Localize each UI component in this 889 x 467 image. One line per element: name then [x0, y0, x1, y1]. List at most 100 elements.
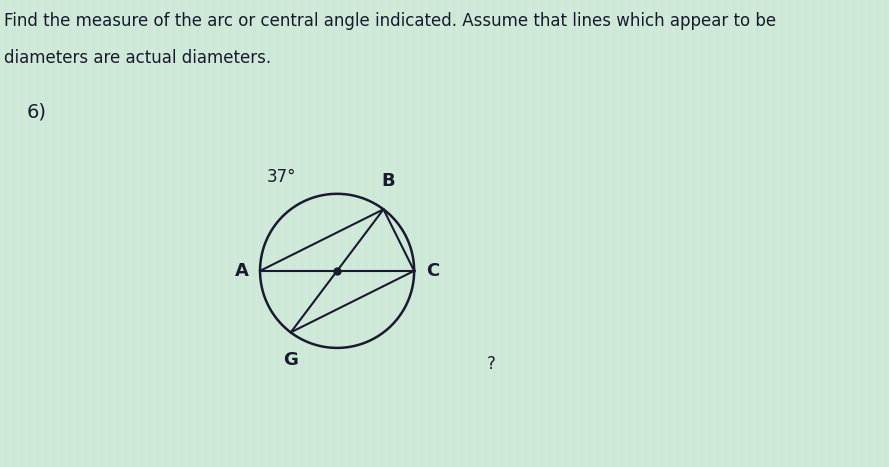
Bar	[104, 0, 108, 467]
Bar	[184, 0, 188, 467]
Bar	[544, 0, 548, 467]
Bar	[784, 0, 788, 467]
Bar	[360, 0, 364, 467]
Bar	[80, 0, 84, 467]
Bar	[712, 0, 716, 467]
Bar	[344, 0, 348, 467]
Text: C: C	[426, 262, 439, 280]
Bar	[680, 0, 684, 467]
Bar	[432, 0, 436, 467]
Bar	[608, 0, 612, 467]
Bar	[656, 0, 660, 467]
Bar	[560, 0, 564, 467]
Bar	[760, 0, 764, 467]
Bar	[112, 0, 116, 467]
Bar	[320, 0, 324, 467]
Bar	[640, 0, 644, 467]
Text: diameters are actual diameters.: diameters are actual diameters.	[4, 49, 271, 67]
Bar	[72, 0, 76, 467]
Bar	[616, 0, 620, 467]
Bar	[384, 0, 388, 467]
Bar	[512, 0, 516, 467]
Bar	[720, 0, 724, 467]
Bar	[0, 0, 4, 467]
Bar	[832, 0, 836, 467]
Bar	[128, 0, 132, 467]
Text: B: B	[381, 172, 395, 190]
Bar	[624, 0, 628, 467]
Bar	[408, 0, 412, 467]
Bar	[472, 0, 476, 467]
Bar	[824, 0, 828, 467]
Bar	[176, 0, 180, 467]
Bar	[248, 0, 252, 467]
Bar	[312, 0, 316, 467]
Bar	[792, 0, 796, 467]
Bar	[280, 0, 284, 467]
Bar	[152, 0, 156, 467]
Bar	[288, 0, 292, 467]
Bar	[336, 0, 340, 467]
Bar	[136, 0, 140, 467]
Bar	[856, 0, 860, 467]
Bar	[224, 0, 228, 467]
Bar	[328, 0, 332, 467]
Bar	[264, 0, 268, 467]
Bar	[768, 0, 772, 467]
Bar	[880, 0, 884, 467]
Bar	[32, 0, 36, 467]
Bar	[592, 0, 596, 467]
Bar	[536, 0, 540, 467]
Bar	[232, 0, 236, 467]
Bar	[456, 0, 460, 467]
Bar	[728, 0, 732, 467]
Bar	[504, 0, 508, 467]
Bar	[704, 0, 708, 467]
Bar	[216, 0, 220, 467]
Text: ?: ?	[487, 355, 496, 373]
Bar	[664, 0, 668, 467]
Bar	[736, 0, 740, 467]
Bar	[24, 0, 28, 467]
Text: 37°: 37°	[267, 169, 296, 186]
Text: Find the measure of the arc or central angle indicated. Assume that lines which : Find the measure of the arc or central a…	[4, 12, 777, 30]
Bar	[816, 0, 820, 467]
Bar	[496, 0, 500, 467]
Bar	[368, 0, 372, 467]
Bar	[96, 0, 100, 467]
Bar	[744, 0, 748, 467]
Bar	[376, 0, 380, 467]
Bar	[776, 0, 780, 467]
Bar	[200, 0, 204, 467]
Bar	[600, 0, 604, 467]
Bar	[48, 0, 52, 467]
Bar	[672, 0, 676, 467]
Bar	[424, 0, 428, 467]
Bar	[56, 0, 60, 467]
Bar	[480, 0, 484, 467]
Bar	[840, 0, 844, 467]
Bar	[528, 0, 532, 467]
Bar	[64, 0, 68, 467]
Bar	[752, 0, 756, 467]
Bar	[272, 0, 276, 467]
Bar	[256, 0, 260, 467]
Bar	[888, 0, 889, 467]
Bar	[208, 0, 212, 467]
Bar	[488, 0, 492, 467]
Bar	[464, 0, 468, 467]
Bar	[576, 0, 580, 467]
Bar	[168, 0, 172, 467]
Bar	[520, 0, 524, 467]
Bar	[88, 0, 92, 467]
Bar	[400, 0, 404, 467]
Bar	[304, 0, 308, 467]
Bar	[552, 0, 556, 467]
Bar	[416, 0, 420, 467]
Bar	[448, 0, 452, 467]
Bar	[240, 0, 244, 467]
Bar	[632, 0, 636, 467]
Bar	[864, 0, 868, 467]
Text: 6): 6)	[27, 103, 46, 122]
Bar	[688, 0, 692, 467]
